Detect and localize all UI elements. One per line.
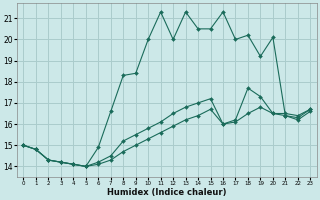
X-axis label: Humidex (Indice chaleur): Humidex (Indice chaleur) xyxy=(107,188,227,197)
